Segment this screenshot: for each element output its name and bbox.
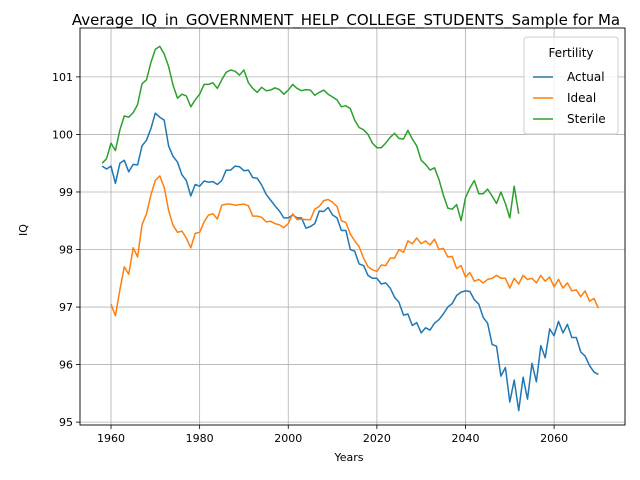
chart-title: Average_IQ_in_GOVERNMENT_HELP_COLLEGE_ST… <box>72 11 620 30</box>
y-tick-label: 98 <box>59 244 73 257</box>
x-tick-label: 2040 <box>451 432 479 445</box>
legend-label-sterile: Sterile <box>567 112 606 126</box>
y-tick-label: 99 <box>59 186 73 199</box>
y-tick-label: 97 <box>59 301 73 314</box>
legend-label-ideal: Ideal <box>567 91 596 105</box>
legend-label-actual: Actual <box>567 70 605 84</box>
x-tick-label: 1980 <box>186 432 214 445</box>
y-tick-label: 95 <box>59 416 73 429</box>
x-tick-label: 2020 <box>363 432 391 445</box>
y-tick-label: 96 <box>59 359 73 372</box>
x-axis-label: Years <box>333 451 363 464</box>
y-tick-label: 100 <box>52 128 73 141</box>
legend: Fertility Actual Ideal Sterile <box>524 37 618 134</box>
y-tick-label: 101 <box>52 71 73 84</box>
x-tick-label: 2060 <box>540 432 568 445</box>
y-axis-label: IQ <box>17 224 30 236</box>
legend-title: Fertility <box>548 46 593 60</box>
x-tick-label: 1960 <box>97 432 125 445</box>
x-tick-label: 2000 <box>274 432 302 445</box>
